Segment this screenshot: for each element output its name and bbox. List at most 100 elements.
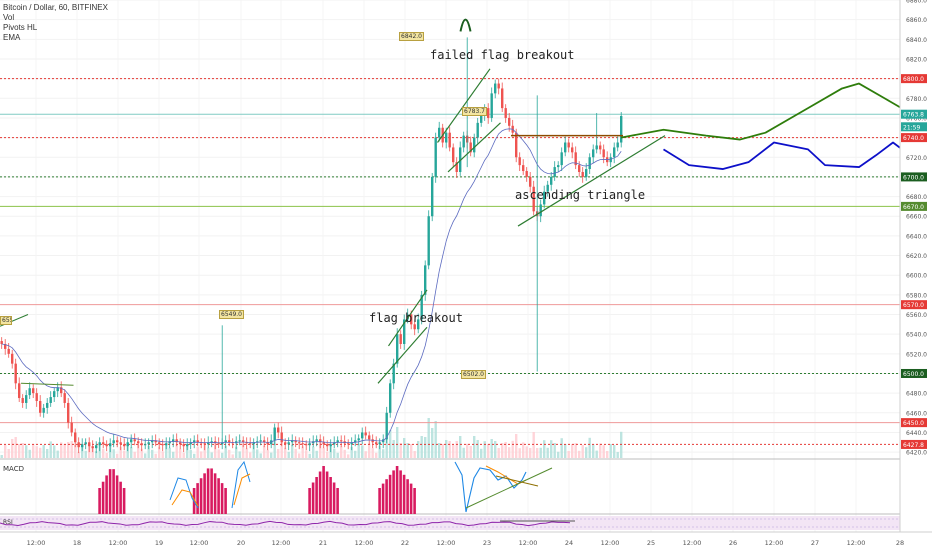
macd-hist-bar (203, 473, 206, 514)
macd-hist-bar (403, 475, 406, 514)
volume-bar (428, 418, 430, 458)
time-tick-label: 19 (155, 539, 163, 547)
volume-bar (407, 443, 409, 458)
candle-body (582, 172, 584, 177)
volume-bar (183, 453, 185, 458)
volume-bar (596, 451, 598, 458)
volume-bar (64, 444, 66, 458)
candle-body (400, 334, 402, 344)
annotation-flag-breakout[interactable]: flag breakout (369, 311, 463, 325)
annotation-ascending-triangle[interactable]: ascending triangle (515, 188, 645, 202)
macd-hist-bar (378, 488, 381, 514)
candle-body (165, 443, 167, 445)
volume-bar (400, 443, 402, 458)
volume-bar (270, 453, 272, 458)
price-badge-text: 6763.8 (903, 112, 924, 119)
volume-bar (613, 445, 615, 458)
candle-body (67, 403, 69, 423)
volume-bar (498, 448, 500, 458)
candle-body (428, 216, 430, 265)
volume-bar (53, 445, 55, 458)
rsi-panel (0, 516, 900, 530)
volume-bar (193, 454, 195, 458)
price-tick-label: 6440.0 (906, 430, 927, 437)
candle-body (36, 393, 38, 401)
volume-bar (393, 440, 395, 458)
candle-body (554, 167, 556, 177)
candle-body (365, 432, 367, 435)
volume-bar (102, 449, 104, 458)
candle-body (463, 136, 465, 148)
macd-hist-bar (312, 483, 315, 515)
candle-body (239, 440, 241, 441)
volume-bar (239, 451, 241, 458)
candle-body (529, 177, 531, 187)
candle-body (491, 93, 493, 118)
symbol-title[interactable]: Bitcoin / Dollar, 60, BITFINEX (3, 3, 108, 13)
indicator-ema[interactable]: EMA (3, 33, 108, 43)
candle-body (88, 442, 90, 446)
volume-bar (134, 452, 136, 458)
volume-bar (218, 449, 220, 458)
macd-hist-bar (119, 482, 122, 514)
volume-bar (305, 450, 307, 458)
candle-body (158, 442, 160, 444)
volume-bar (4, 445, 6, 458)
candle-body (550, 177, 552, 185)
macd-hist-bar (322, 466, 325, 514)
candle-body (50, 397, 52, 403)
volume-bar (557, 452, 559, 458)
volume-bar (288, 452, 290, 458)
candle-body (379, 442, 381, 444)
volume-bar (610, 444, 612, 458)
candle-body (396, 334, 398, 363)
candle-body (116, 440, 118, 442)
candle-body (218, 443, 220, 444)
volume-bar (256, 449, 258, 458)
macd-hist-bar (98, 488, 101, 514)
price-badge-text: 6427.8 (903, 442, 924, 449)
macd-hist-bar (221, 483, 224, 514)
volume-bar (466, 444, 468, 458)
candle-body (309, 443, 311, 445)
candle-body (123, 444, 125, 446)
candle-body (389, 383, 391, 412)
volume-bar (18, 444, 20, 458)
indicator-vol[interactable]: Vol (3, 13, 108, 23)
candle-body (134, 439, 136, 441)
indicator-pivots[interactable]: Pivots HL (3, 23, 108, 33)
volume-bar (284, 448, 286, 458)
macd-hist-bar (214, 473, 217, 514)
volume-bar (435, 421, 437, 458)
volume-bar (463, 448, 465, 458)
annotation-failed-flag[interactable]: failed flag breakout (430, 48, 575, 62)
time-tick-label: 21 (319, 539, 327, 547)
macd-hist-bar (399, 470, 402, 514)
volume-bar (372, 448, 374, 458)
price-tick-label: 6660.0 (906, 214, 927, 221)
price-tick-label: 6460.0 (906, 410, 927, 417)
volume-bar (470, 446, 472, 458)
volume-bar (589, 438, 591, 458)
volume-bar (29, 450, 31, 458)
price-tick-label: 6640.0 (906, 233, 927, 240)
candle-body (92, 446, 94, 448)
volume-bar (456, 441, 458, 458)
volume-bar (211, 452, 213, 458)
volume-bar (480, 449, 482, 458)
candle-body (141, 443, 143, 445)
pivot-label-triangle-high: 6783.7 (462, 107, 487, 116)
candle-body (568, 143, 570, 148)
price-badge-text: 6740.0 (903, 135, 924, 142)
price-badge-text: 6500.0 (903, 371, 924, 378)
macd-hist-bar (123, 488, 126, 514)
volume-bar (46, 449, 48, 458)
candle-body (526, 171, 528, 177)
candle-body (519, 157, 521, 165)
volume-bar (57, 451, 59, 458)
candle-body (617, 143, 619, 148)
volume-bar (550, 440, 552, 458)
volume-bar (172, 452, 174, 458)
